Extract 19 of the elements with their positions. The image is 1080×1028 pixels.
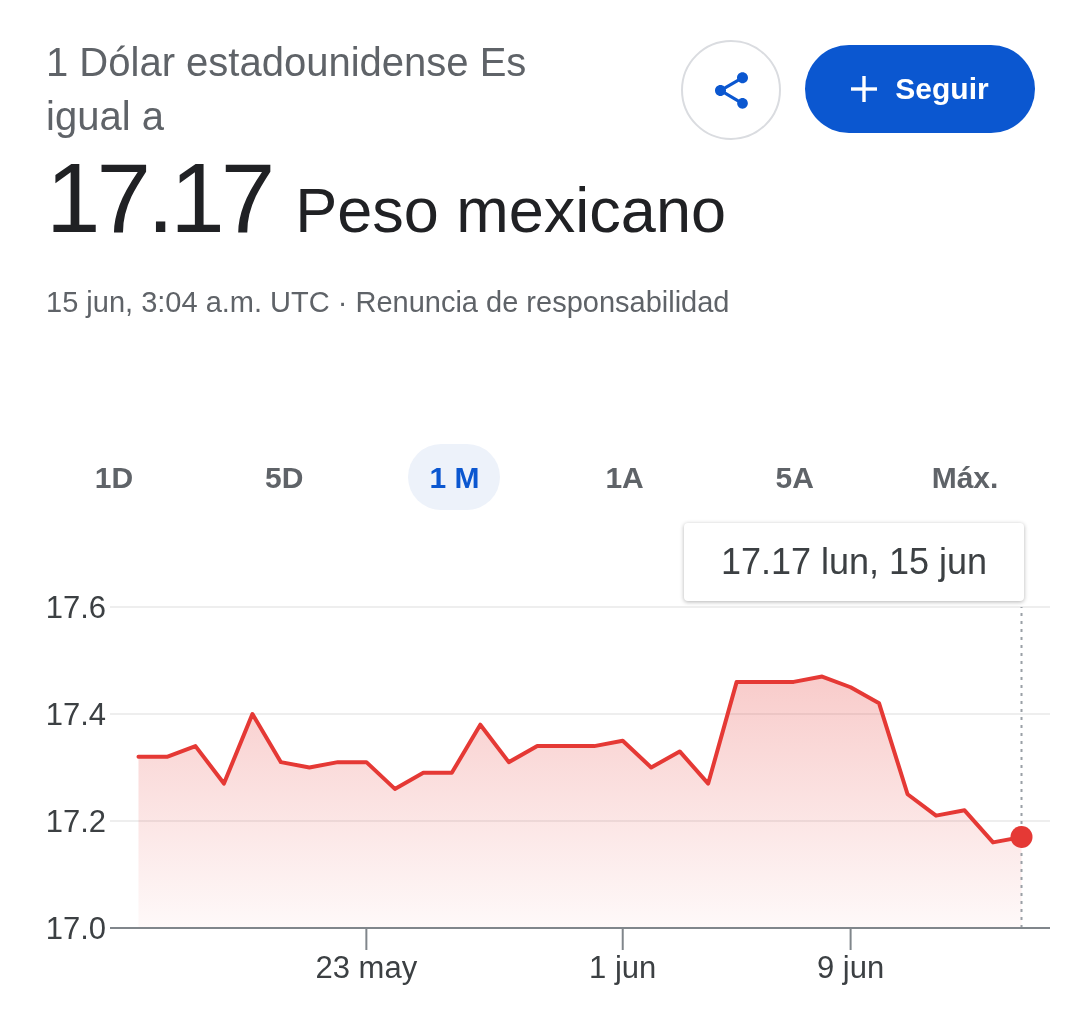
chart-title: 1 Dólar estadounidense Es igual a xyxy=(46,40,527,138)
text: 5A xyxy=(775,461,814,494)
text: Peso mexicano xyxy=(295,175,726,245)
tooltip: 17.17 lun, 15 jun xyxy=(684,523,1024,601)
x-tick-label: 1 jun xyxy=(589,950,657,986)
text: 1D xyxy=(94,461,134,494)
y-tick-label: 17.4 xyxy=(45,697,106,733)
text: 1A xyxy=(605,461,644,494)
text: 1 M xyxy=(429,461,480,494)
text: Máx. xyxy=(931,461,999,494)
x-tick-label: 23 may xyxy=(315,950,418,986)
follow-button: Seguir xyxy=(805,45,1035,133)
y-tick-label: 17.2 xyxy=(45,804,106,840)
text: 17.17 xyxy=(46,143,272,253)
y-tick-label: 17.6 xyxy=(45,590,106,626)
text: 5D xyxy=(265,461,304,494)
y-tick-label: 17.0 xyxy=(45,911,106,947)
x-tick-label: 9 jun xyxy=(816,950,885,986)
chart-subtitle: 15 jun, 3:04 a.m. UTC · Renuncia de responsabilidad xyxy=(46,286,730,318)
